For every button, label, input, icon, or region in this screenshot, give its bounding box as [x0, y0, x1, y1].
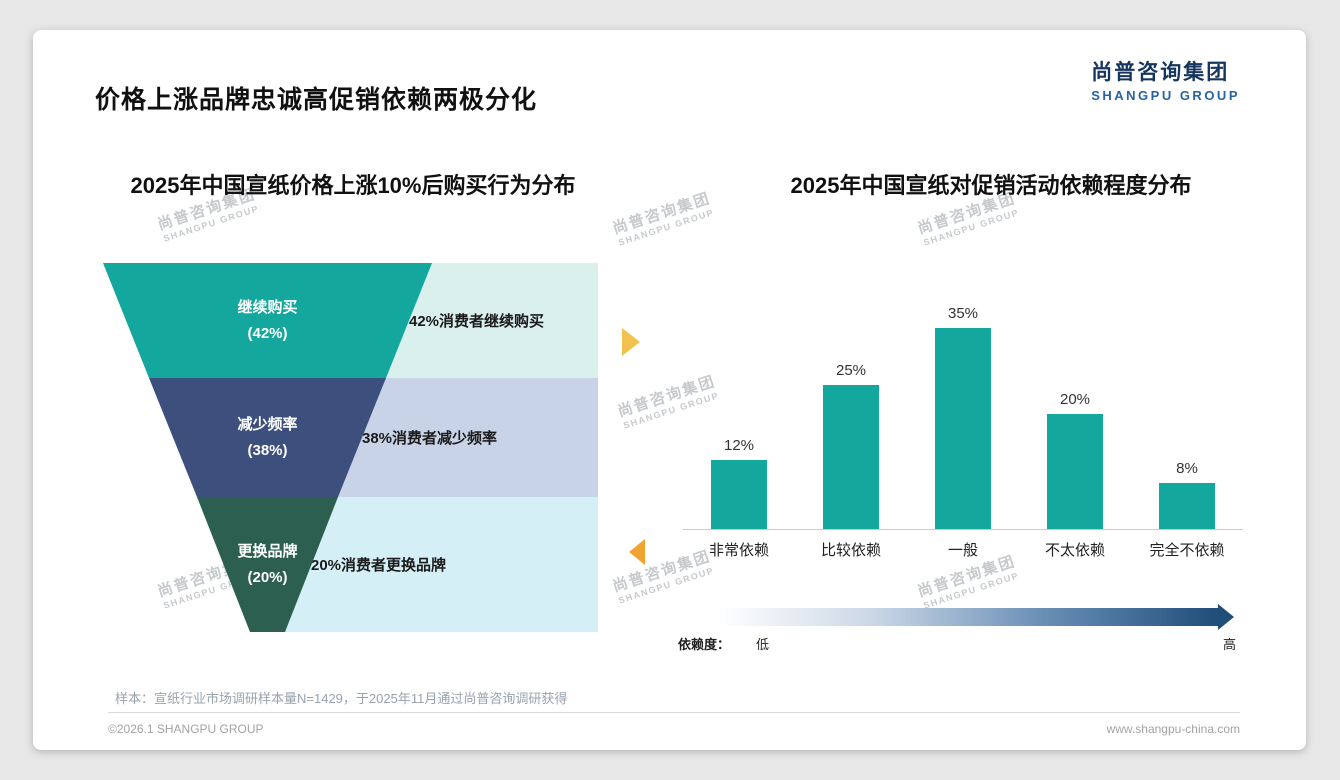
- footer-divider: [108, 712, 1240, 713]
- footer-website: www.shangpu-china.com: [1106, 722, 1240, 736]
- funnel-segment-label: 继续购买 (42%): [103, 263, 432, 378]
- bar-category-label: 完全不依赖: [1149, 542, 1225, 559]
- bar-category-label: 非常依赖: [708, 542, 769, 559]
- bar-column: 25%: [795, 300, 907, 529]
- funnel-segment-label: 更换品牌 (20%): [197, 497, 338, 632]
- funnel-value: (20%): [247, 568, 288, 586]
- funnel-annotation-panel: 20%消费者更换品牌: [263, 497, 598, 632]
- funnel-chart: 42%消费者继续购买 38%消费者减少频率 20%消费者更换品牌 继续购买 (4…: [103, 263, 598, 632]
- bar-value-label: 12%: [723, 437, 755, 454]
- funnel-segment-label: 减少频率 (38%): [149, 378, 386, 497]
- funnel-annotation-text: 20%消费者更换品牌: [311, 557, 447, 574]
- page-title: 价格上涨品牌忠诚高促销依赖两极分化: [95, 86, 538, 114]
- dependence-low-label: 低: [756, 637, 770, 652]
- funnel-category: 更换品牌: [237, 543, 298, 560]
- arrow-left-icon: [629, 539, 645, 565]
- bar: [711, 460, 767, 529]
- bar-chart: 12% 25% 35% 20% 8% 非常依赖 比较依赖 一般: [683, 300, 1243, 560]
- funnel-annotation-text: 38%消费者减少频率: [362, 430, 498, 447]
- bar-category-axis: 非常依赖 比较依赖 一般 不太依赖 完全不依赖: [683, 539, 1243, 560]
- dependence-label: 依赖度：: [678, 637, 731, 652]
- bar-column: 12%: [683, 300, 795, 529]
- bar-category-label: 比较依赖: [820, 542, 881, 559]
- funnel-category: 继续购买: [237, 299, 298, 316]
- bar-value-label: 25%: [835, 362, 867, 379]
- bar-column: 35%: [907, 300, 1019, 529]
- funnel-value: (38%): [247, 441, 288, 459]
- bar-category-label: 不太依赖: [1044, 542, 1105, 559]
- bar-value-label: 20%: [1059, 391, 1091, 408]
- funnel-segment: 继续购买 (42%): [103, 263, 432, 378]
- bar: [1159, 483, 1215, 529]
- sample-note: 样本：宣纸行业市场调研样本量N=1429，于2025年11月通过尚普咨询调研获得: [115, 691, 568, 706]
- bar-value-label: 35%: [947, 305, 979, 322]
- funnel-annotation-text: 42%消费者继续购买: [409, 313, 545, 330]
- funnel-category: 减少频率: [237, 416, 298, 433]
- logo-cn-text: 尚普咨询集团: [1091, 61, 1230, 84]
- footer-copyright: ©2026.1 SHANGPU GROUP: [108, 722, 264, 736]
- funnel-chart-title: 2025年中国宣纸价格上涨10%后购买行为分布: [130, 173, 576, 198]
- bar: [823, 385, 879, 529]
- bar-column: 20%: [1019, 300, 1131, 529]
- company-logo: 尚普咨询集团 SHANGPU GROUP: [1091, 56, 1240, 103]
- bar-category-label: 一般: [947, 542, 978, 559]
- bar-plot-area: 12% 25% 35% 20% 8%: [683, 300, 1243, 530]
- gradient-arrowhead-icon: [1218, 604, 1234, 630]
- gradient-bar: [718, 608, 1218, 626]
- funnel-value: (42%): [247, 324, 288, 342]
- bar-value-label: 8%: [1176, 460, 1198, 477]
- bar-chart-title: 2025年中国宣纸对促销活动依赖程度分布: [790, 173, 1192, 198]
- bar-column: 8%: [1131, 300, 1243, 529]
- bar: [1047, 414, 1103, 529]
- dependence-legend: 依赖度： 低 高: [678, 634, 1236, 653]
- slide: 尚普咨询集团 SHANGPU GROUP 尚普咨询集团 SHANGPU GROU…: [33, 30, 1306, 750]
- logo-en-text: SHANGPU GROUP: [1091, 88, 1240, 103]
- arrow-right-icon: [622, 328, 640, 356]
- dependence-gradient-arrow: [718, 604, 1234, 630]
- dependence-high-label: 高: [1222, 637, 1236, 652]
- bar: [935, 328, 991, 529]
